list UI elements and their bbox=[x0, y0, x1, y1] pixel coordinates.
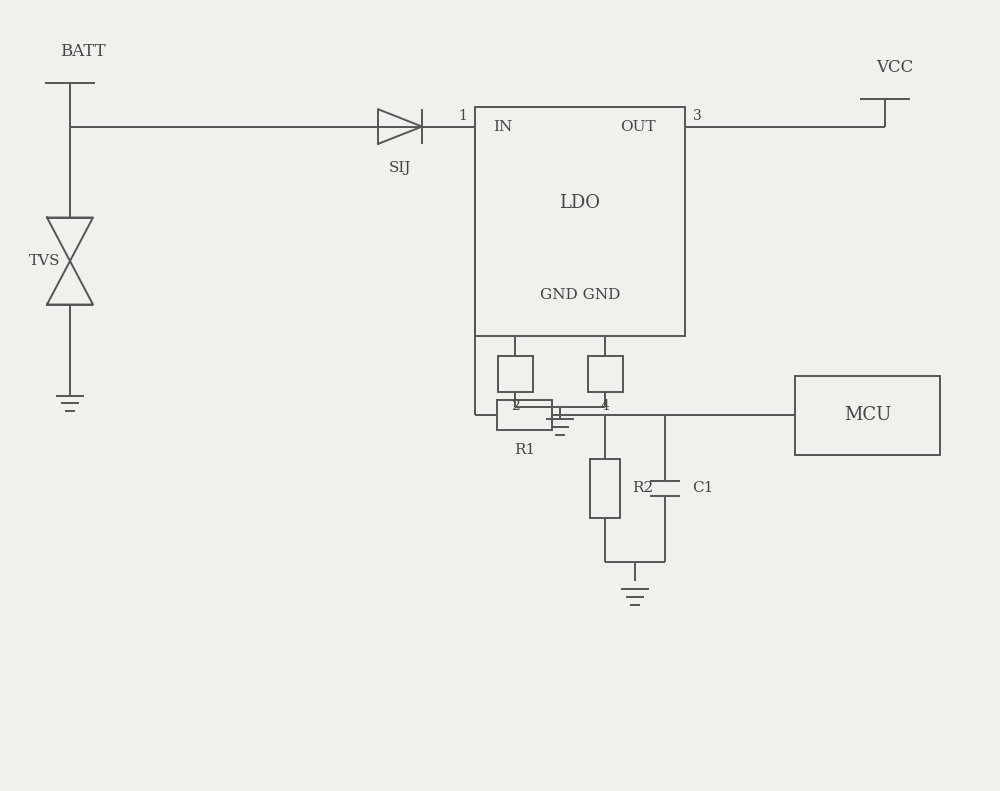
FancyBboxPatch shape bbox=[588, 356, 622, 392]
Text: IN: IN bbox=[493, 119, 512, 134]
Text: 4: 4 bbox=[601, 399, 609, 413]
Text: 3: 3 bbox=[693, 109, 702, 123]
FancyBboxPatch shape bbox=[795, 376, 940, 455]
FancyBboxPatch shape bbox=[590, 459, 620, 518]
FancyBboxPatch shape bbox=[475, 107, 685, 336]
Text: MCU: MCU bbox=[844, 407, 891, 424]
FancyBboxPatch shape bbox=[497, 400, 552, 430]
Text: SIJ: SIJ bbox=[389, 161, 411, 175]
Text: GND GND: GND GND bbox=[540, 288, 620, 302]
Text: OUT: OUT bbox=[620, 119, 656, 134]
Text: 1: 1 bbox=[458, 109, 467, 123]
Text: BATT: BATT bbox=[60, 43, 106, 60]
Text: R1: R1 bbox=[514, 443, 536, 457]
Text: TVS: TVS bbox=[29, 254, 60, 268]
FancyBboxPatch shape bbox=[498, 356, 532, 392]
Text: 2: 2 bbox=[511, 399, 519, 413]
Text: R2: R2 bbox=[632, 482, 653, 495]
Text: VCC: VCC bbox=[876, 59, 914, 76]
Text: LDO: LDO bbox=[560, 194, 601, 212]
Text: C1: C1 bbox=[692, 482, 713, 495]
